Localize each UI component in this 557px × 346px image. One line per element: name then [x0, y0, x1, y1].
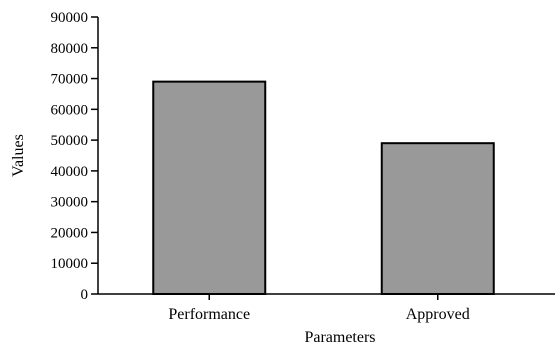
y-axis: 0 10000 20000 30000 40000 50000 60000 70000 8000…	[51, 10, 99, 303]
y-tick-label: 40000	[51, 164, 89, 180]
y-tick-label: 90000	[51, 10, 89, 26]
y-tick-label: 0	[81, 287, 89, 303]
y-tick-label: 20000	[51, 225, 89, 241]
x-tick-label: Approved	[406, 306, 470, 323]
y-tick-label: 70000	[51, 72, 89, 88]
bar-approved	[380, 142, 495, 295]
y-tick-label: 60000	[51, 102, 89, 118]
x-tick-label: Performance	[168, 306, 250, 323]
y-axis-title: Values	[10, 134, 27, 177]
y-tick-label: 80000	[51, 41, 89, 57]
x-axis: Performance Approved	[98, 293, 555, 323]
bar-performance	[152, 80, 267, 295]
y-tick-label: 10000	[51, 256, 89, 272]
bars-group	[152, 80, 495, 295]
y-tick-label: 50000	[51, 133, 89, 149]
x-axis-title: Parameters	[304, 329, 375, 346]
y-tick-label: 30000	[51, 195, 89, 211]
